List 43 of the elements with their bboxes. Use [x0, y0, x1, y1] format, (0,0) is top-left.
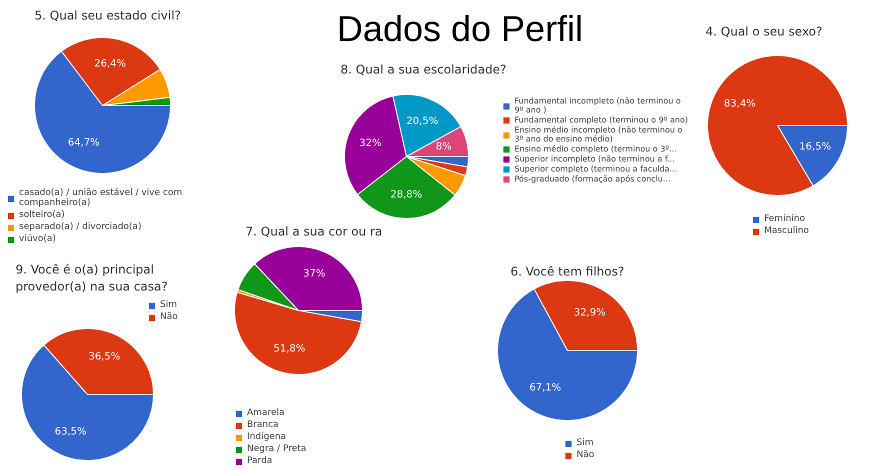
data-label: 32,9%	[574, 308, 606, 319]
legend-label: Fundamental completo (terminou o 9º ano)	[514, 116, 688, 124]
legend-label: Ensino médio incompleto (não terminou o 3º ano do ensino médio)	[514, 126, 682, 144]
data-label: 67,1%	[529, 382, 562, 394]
text: Dados do Perfil	[336, 7, 584, 51]
legend-label: Não	[160, 312, 179, 322]
legend-label: Superior completo (terminou a faculda...	[514, 164, 678, 174]
data-label: 20,5%	[406, 116, 438, 127]
legend-label: Parda	[247, 456, 272, 466]
data-label: 83,4%	[724, 98, 756, 110]
data-label: 32%	[359, 138, 382, 149]
chart-title: 7. Qual a sua cor ou ra	[246, 224, 382, 238]
data-label: 16,5%	[799, 142, 832, 153]
legend-label: Não	[576, 450, 596, 460]
data-label: 51,8%	[273, 344, 306, 355]
legend-label: Sim	[576, 438, 594, 448]
legend-label: Branca	[247, 420, 279, 430]
legend-label: Indígena	[247, 432, 286, 442]
legend-label: Superior incompleto (não terminou a f...	[514, 154, 675, 164]
legend-label: Sim	[160, 300, 178, 310]
data-label: 37%	[303, 268, 326, 280]
chart-title: 4. Qual o seu sexo?	[706, 24, 822, 38]
data-label: 64,7%	[68, 138, 100, 149]
data-label: 36,5%	[88, 352, 120, 363]
legend-label: Masculino	[764, 226, 809, 236]
legend-label: Feminino	[764, 214, 805, 224]
chart-title: 9. Você é o(a) principal provedor(a) na sua casa?	[16, 262, 168, 294]
chart-title: 8. Qual a sua escolaridade?	[340, 62, 506, 76]
chart-title: 5. Qual seu estado civil?	[34, 8, 181, 22]
data-label: 63,5%	[54, 426, 87, 438]
legend-label: casado(a) / união estável / vive com companheiro(a)	[19, 188, 182, 208]
legend-label: viúvo(a)	[19, 234, 56, 244]
legend-label: Negra / Preta	[247, 444, 306, 454]
legend-label: Amarela	[247, 408, 284, 418]
data-label: 8%	[436, 141, 452, 152]
legend-label: separado(a) / divorciado(a)	[19, 222, 142, 232]
chart-title: 6. Você tem filhos?	[510, 264, 624, 278]
data-label: 28,8%	[390, 189, 422, 200]
legend-label: Ensino médio completo (terminou o 3º...	[514, 144, 677, 154]
legend-label: solteiro(a)	[19, 210, 65, 220]
legend-label: Pós-graduado (formação após conclu...	[514, 174, 670, 184]
legend-label: Fundamental incompleto (não terminou o 9º ano )	[514, 96, 681, 114]
data-label: 26,4%	[94, 58, 126, 70]
